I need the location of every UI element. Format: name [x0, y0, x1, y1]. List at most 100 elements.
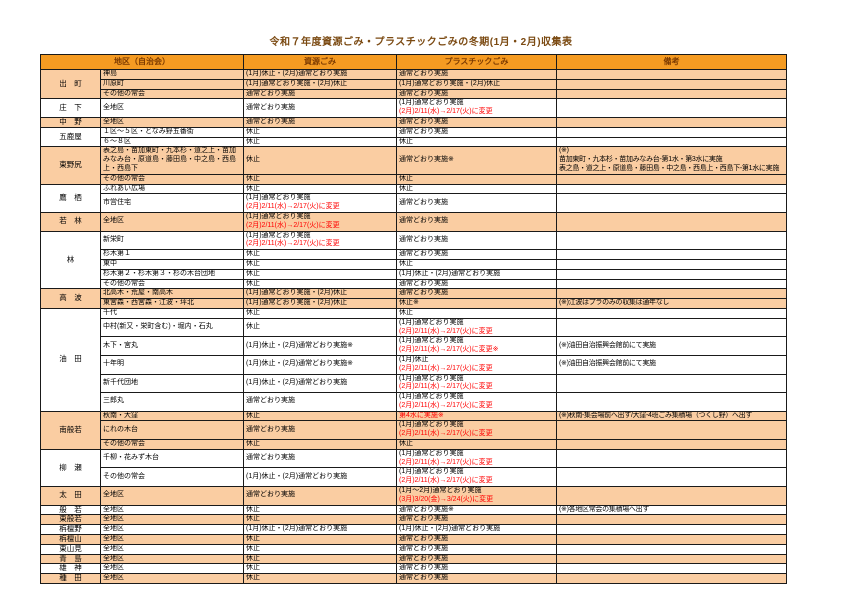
cell-line: 通常どおり実施	[246, 454, 295, 462]
cell-line: 通常どおり実施	[399, 515, 448, 523]
resource-cell: 休止	[243, 258, 397, 270]
table-row: 三郎丸 通常どおり実施 (1月)通常どおり実施 (2月)2/11(水)→2/17(火)…	[41, 392, 787, 412]
district-name-cell: 南般若	[40, 410, 101, 450]
resource-cell: (1月)休止・(2月)通常どおり実施	[243, 467, 397, 488]
cell-line: (2月)2/11(水)→2/17(火)に変更	[399, 477, 493, 485]
resource-cell: 休止	[243, 268, 397, 280]
area-cell: 全地区	[100, 98, 244, 118]
plastic-cell: (1月)通常どおり実施 (2月)2/11(水)→2/17(火)に変更	[396, 373, 557, 394]
plastic-cell: 通常どおり実施	[396, 69, 557, 80]
cell-line: (2月)2/11(水)→2/17(火)に変更	[246, 240, 340, 248]
district-name-cell: 東山見	[40, 543, 101, 555]
area-cell: 新千代団地	[100, 373, 244, 394]
district-name-cell: 東般若	[40, 514, 101, 526]
resource-cell: 休止	[243, 439, 397, 450]
table-row: 太 田全地区 通常どおり実施 (1月～2月)通常どおり実施 (3月)3/20(金)→3…	[40, 486, 787, 506]
table-row: 五鹿屋 １区～５区・となみ野五番街 休止 通常どおり実施	[40, 126, 787, 148]
cell-line: 通常どおり実施	[399, 554, 448, 562]
district-name-cell: 雄 神	[40, 563, 101, 575]
remark-cell: (※)油田自治振興会館前にて実施	[556, 354, 787, 375]
area-cell: 全地区	[100, 553, 244, 565]
district-name-cell: 般 若	[40, 504, 101, 516]
cell-line: 通常どおり実施※	[399, 505, 454, 513]
cell-line: 休止	[246, 544, 260, 552]
cell-line: 休止	[399, 308, 413, 316]
cell-line: 休止	[246, 250, 260, 258]
remark-cell	[556, 486, 787, 506]
remark-cell	[556, 211, 787, 232]
cell-line: 通常どおり実施	[246, 103, 295, 111]
cell-line: 新千代団地	[103, 378, 138, 386]
plastic-cell: 通常どおり実施	[396, 534, 557, 545]
remark-cell: (※) 苗加東町・九本杉・苗加みなみ台-第1水・第3水に実施 表之島・道之上・原道島…	[556, 146, 787, 175]
cell-line: 休止	[246, 411, 260, 419]
cell-line: 全地区	[103, 574, 124, 582]
cell-line: 全地区	[103, 554, 124, 562]
remark-cell	[556, 193, 787, 213]
cell-line: 休止	[399, 259, 413, 267]
resource-cell: 休止	[243, 410, 397, 422]
area-cell: にれの木台	[100, 420, 244, 441]
cell-line: 通常どおり実施	[399, 217, 448, 225]
area-cell: 全地区	[100, 543, 244, 555]
resource-cell: (1月)通常どおり実施・(2月)休止	[243, 78, 397, 90]
cell-line: (1月)通常どおり実施・(2月)休止	[399, 79, 501, 87]
area-cell: 表之島・苗加東町・九本杉・道之上・苗加みなみ台・原道島・藤田島・中之島・西島上・…	[100, 146, 244, 175]
cell-line: 木下・宮丸	[103, 341, 138, 349]
cell-line: (2月)2/11(水)→2/17(火)に変更	[399, 383, 493, 391]
cell-line: 新栄町	[103, 235, 124, 243]
table-row: 栴檀野 全地区 (1月)休止・(2月)通常どおり実施 (1月)休止・(2月)通常どおり…	[40, 524, 787, 536]
table-row: その他の常会 (1月)休止・(2月)通常どおり実施 (1月)通常どおり実施 (2月)2…	[41, 467, 787, 488]
resource-cell: 休止	[243, 136, 397, 148]
table-row: 市営住宅 (1月)通常どおり実施 (2月)2/11(水)→2/17(火)に変更 通常ど…	[41, 193, 787, 213]
area-cell: 秋南・大窪	[100, 410, 244, 422]
resource-cell: (1月)休止・(2月)通常どおり実施※	[243, 354, 397, 375]
area-cell: 全地区	[100, 573, 244, 585]
cell-line: 苗加東町・九本杉・苗加みなみ台-第1水・第3水に実施	[559, 156, 723, 164]
area-cell: 中村(新又・栄町含む)・堀内・石丸	[100, 317, 244, 338]
plastic-cell: 通常どおり実施	[396, 278, 557, 290]
cell-line: 通常どおり実施	[246, 89, 295, 97]
plastic-cell: 通常どおり実施	[396, 573, 557, 585]
plastic-cell: 通常どおり実施	[396, 249, 557, 260]
table-row: その他の常会 休止 休止	[41, 173, 787, 185]
table-row: 十年明 (1月)休止・(2月)通常どおり実施※ (1月)休止 (2月)2/11(水)→…	[41, 354, 787, 375]
cell-line: (1月)休止・(2月)通常どおり実施※	[246, 341, 353, 349]
remark-cell	[556, 268, 787, 280]
cell-line: 全地区	[103, 564, 124, 572]
cell-line: 全地区	[103, 103, 124, 111]
cell-line: 杉木第２・杉木第３・杉の木台団地	[103, 269, 215, 277]
remark-cell	[556, 439, 787, 450]
cell-line: 通常どおり実施	[399, 279, 448, 287]
resource-cell: (1月)休止・(2月)通常どおり実施	[243, 524, 397, 536]
remark-cell	[556, 543, 787, 555]
remark-cell	[556, 563, 787, 575]
resource-cell: (1月)通常どおり実施 (2月)2/11(水)→2/17(火)に変更	[243, 193, 397, 213]
schedule-table: 地区（自治会） 資源ごみ プラスチックごみ 備考 出 町神島 (1月)休止・(2月…	[40, 54, 787, 585]
cell-line: (1月)休止・(2月)通常どおり実施※	[246, 360, 353, 368]
resource-cell: (1月)通常どおり実施・(2月)休止	[243, 298, 397, 309]
cell-line: ふれあい広場	[103, 184, 145, 192]
district-name-cell: 林	[40, 230, 101, 290]
table-row: 東宮森・西宮森・江波・坪北 (1月)通常どおり実施・(2月)休止 休止※ (※)江波は…	[41, 298, 787, 309]
district-name-cell: 出 町	[40, 68, 101, 100]
plastic-cell: 通常どおり実施	[396, 514, 557, 526]
plastic-cell: 休止	[396, 183, 557, 195]
resource-cell: 休止	[243, 543, 397, 555]
cell-line: (1月)通常どおり実施	[399, 337, 464, 345]
table-row: 柳 瀬千柳・花みず木台 通常どおり実施 (1月)通常どおり実施 (2月)2/11(水)…	[40, 448, 787, 488]
cell-line: (※)油田自治振興会館前にて実施	[559, 360, 656, 368]
resource-cell: 休止	[243, 553, 397, 565]
cell-line: (1月)通常どおり実施	[399, 468, 464, 476]
resource-cell: 通常どおり実施	[243, 88, 397, 100]
plastic-cell: 休止※	[396, 298, 557, 309]
resource-cell: (1月)通常どおり実施・(2月)休止	[243, 288, 397, 300]
table-row: 庄 下全地区 通常どおり実施 (1月)通常どおり実施 (2月)2/11(水)→2/17…	[40, 98, 787, 118]
cell-line: 千柳・花みず木台	[103, 454, 159, 462]
cell-line: (1月)通常どおり実施	[399, 449, 464, 457]
cell-line: 休止	[246, 174, 260, 182]
cell-line: (※)秋南-集会場前へ出す/大窪-4班ごみ集積場（つくし野）へ出す	[559, 411, 753, 419]
cell-line: 休止	[399, 174, 413, 182]
area-cell: 全地区	[100, 524, 244, 536]
cell-line: 通常どおり実施	[399, 250, 448, 258]
